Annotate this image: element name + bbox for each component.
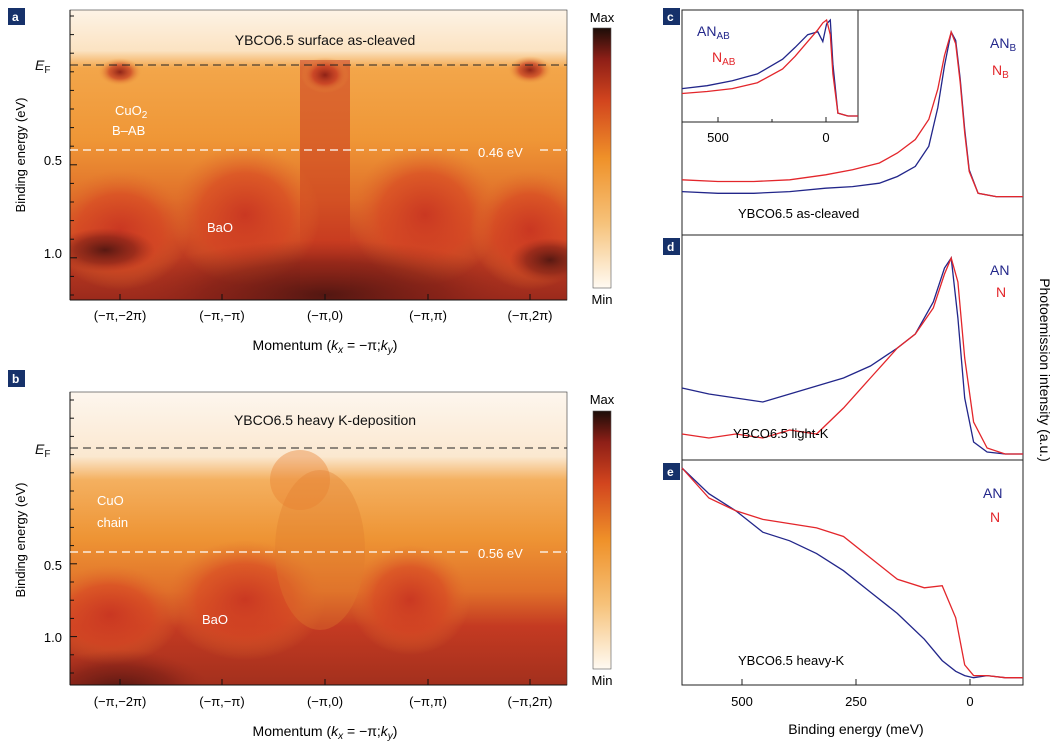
panel-a-tag-bg (8, 8, 25, 25)
panel-b-xtick-2: (−π,0) (307, 694, 343, 709)
panel-a-yticks (70, 15, 77, 296)
panel-b-ytick-05: 0.5 (44, 558, 62, 573)
panel-b-xtick-0: (−π,−2π) (94, 694, 147, 709)
panel-e-legend-an: AN (983, 485, 1002, 501)
panel-e-tag-bg (663, 463, 680, 480)
panel-a-xticks (119, 294, 531, 300)
panel-e-xticks (741, 679, 971, 685)
colorbar-a-max: Max (590, 10, 615, 25)
series-line-n-ab (681, 18, 858, 117)
panel-b-yticks (70, 399, 77, 674)
panel-b-chain-label: chain (97, 515, 128, 530)
panel-b-dashed-label: 0.56 eV (478, 546, 523, 561)
panel-d-legend-an: AN (990, 262, 1009, 278)
panel-a-cuo2-label: CuO2 (115, 103, 148, 121)
panel-a-ylabel: Binding energy (eV) (13, 98, 28, 213)
spectra-curves (681, 18, 1023, 679)
panel-c-legend-n: NB (992, 62, 1009, 81)
panel-b-ytick-10: 1.0 (44, 630, 62, 645)
panel-a-xtick-2: (−π,0) (307, 308, 343, 323)
panel-a-xtick-4: (−π,2π) (507, 308, 552, 323)
colorbar-a (592, 27, 612, 289)
panel-c-tag-bg (663, 8, 680, 25)
panel-d-tag-bg (663, 238, 680, 255)
panel-e-frame (681, 459, 1024, 686)
panel-a-bab-label: B–AB (112, 123, 145, 138)
panel-a-ytick-10: 1.0 (44, 246, 62, 261)
panel-a-ef-label: EF (35, 57, 50, 76)
panel-c-inset-n: NAB (712, 49, 736, 68)
panel-c-tag: c (667, 10, 674, 24)
panel-e-xtick-250: 250 (845, 694, 867, 709)
panel-e-xtick-500: 500 (731, 694, 753, 709)
panel-b-ylabel: Binding energy (eV) (13, 483, 28, 598)
colorbar-b-min: Min (592, 673, 613, 688)
panel-e-xlabel: Binding energy (meV) (788, 721, 923, 737)
panel-b-image (70, 392, 567, 685)
panel-a-bao-label: BaO (207, 220, 233, 235)
panel-b-tag: b (12, 372, 19, 386)
panel-a-tag: a (12, 10, 19, 24)
panel-b-xtick-4: (−π,2π) (507, 694, 552, 709)
panel-b-ef-label: EF (35, 441, 50, 460)
series-line-n (681, 256, 1023, 455)
panel-d-legend-n: N (996, 284, 1006, 300)
panel-c-inset-xtick-0: 0 (822, 130, 829, 145)
panel-b-title: YBCO6.5 heavy K-deposition (234, 412, 416, 428)
panel-a-xtick-0: (−π,−2π) (94, 308, 147, 323)
panel-b-xtick-3: (−π,π) (409, 694, 447, 709)
panel-e-tag: e (667, 465, 674, 479)
series-line-n (681, 467, 1023, 679)
colorbar-b (592, 410, 612, 670)
panel-c-legend-an: ANB (990, 35, 1016, 54)
panel-b-xtick-1: (−π,−π) (199, 694, 244, 709)
panel-b-xlabel: Momentum (kx = −π;ky) (253, 723, 398, 742)
panel-c-inset-xtick-500: 500 (707, 130, 729, 145)
panel-b-tag-bg (8, 370, 25, 387)
panel-d-caption: YBCO6.5 light-K (733, 426, 829, 441)
series-line-n-b (681, 29, 1023, 198)
panel-e-caption: YBCO6.5 heavy-K (738, 653, 845, 668)
series-line-an (681, 467, 1023, 679)
right-ylabel: Photoemission intensity (a.u.) (1037, 278, 1051, 462)
panel-e-xtick-0: 0 (966, 694, 973, 709)
panel-b-bao-label: BaO (202, 612, 228, 627)
series-line-an (681, 256, 1023, 455)
panel-a-ytick-05: 0.5 (44, 153, 62, 168)
panel-a-xtick-3: (−π,π) (409, 308, 447, 323)
panel-a-axes (69, 10, 567, 301)
panel-a-image (70, 10, 567, 300)
colorbar-a-min: Min (592, 292, 613, 307)
panel-b-cuo-label: CuO (97, 493, 124, 508)
panel-a-dashed-label: 0.46 eV (478, 145, 523, 160)
colorbar-b-max: Max (590, 392, 615, 407)
panel-d-tag: d (667, 240, 674, 254)
panel-c-caption: YBCO6.5 as-cleaved (738, 206, 859, 221)
panel-a-xlabel: Momentum (kx = −π;ky) (253, 337, 398, 356)
panel-e-legend-n: N (990, 509, 1000, 525)
panel-a-title: YBCO6.5 surface as-cleaved (235, 32, 416, 48)
panel-a-xtick-1: (−π,−π) (199, 308, 244, 323)
panel-c-inset-an: ANAB (697, 23, 730, 42)
panel-b-xticks (119, 679, 531, 685)
